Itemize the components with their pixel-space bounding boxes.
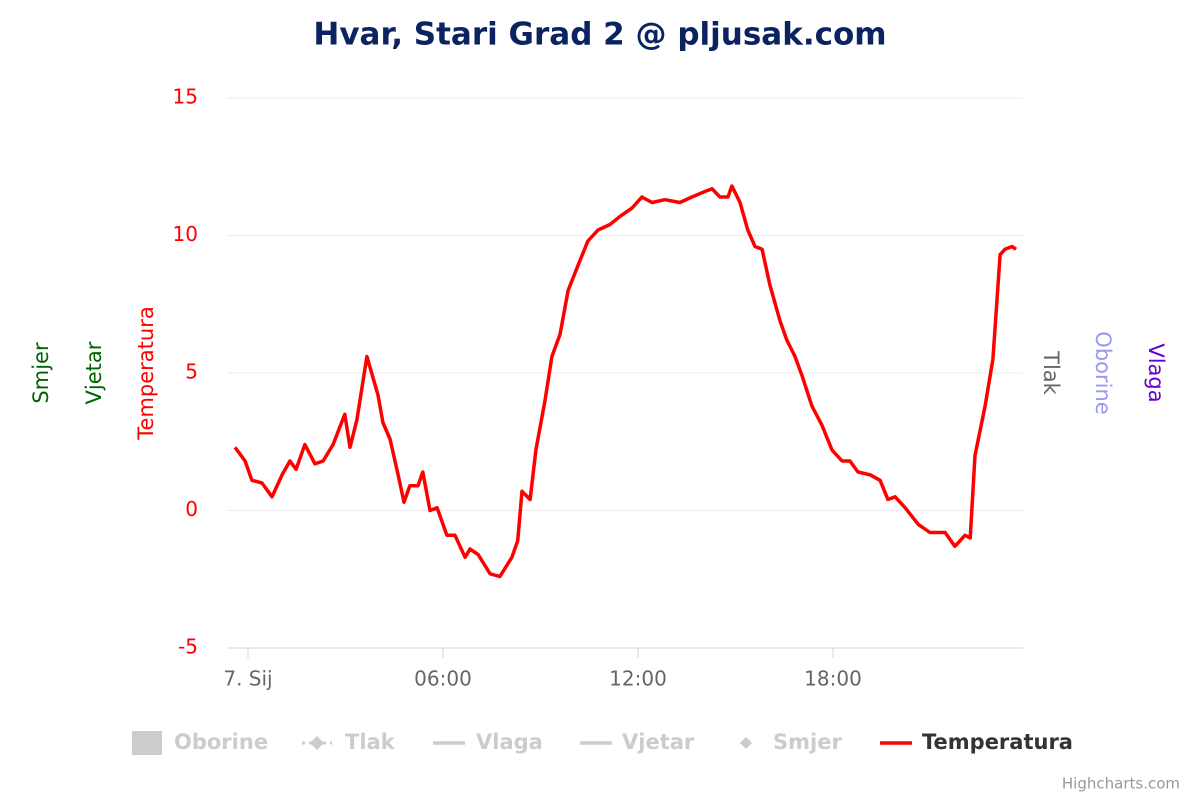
chart-title: Hvar, Stari Grad 2 @ pljusak.com: [313, 17, 886, 53]
legend-label[interactable]: Oborine: [174, 730, 268, 754]
y-tick-label: 5: [185, 360, 198, 384]
legend-symbol: [132, 731, 162, 755]
x-tick-label: 7. Sij: [223, 667, 272, 691]
y-tick-label: 15: [173, 85, 198, 109]
legend-symbol: [740, 737, 752, 749]
y-tick-label: -5: [178, 635, 198, 659]
y-tick-label: 0: [185, 497, 198, 521]
axis-title: Temperatura: [134, 306, 158, 440]
axis-title: Smjer: [29, 342, 53, 404]
legend-label[interactable]: Vjetar: [622, 730, 695, 754]
y-tick-label: 10: [173, 222, 198, 246]
x-tick-label: 06:00: [414, 667, 472, 691]
legend-label[interactable]: Vlaga: [476, 730, 543, 754]
legend-symbol: [310, 736, 324, 750]
axis-title: Tlak: [1039, 350, 1063, 396]
legend-label[interactable]: Tlak: [345, 730, 396, 754]
axis-title: Oborine: [1091, 331, 1115, 414]
axis-title: Vjetar: [82, 341, 106, 404]
line-series: [233, 184, 1018, 579]
legend-label[interactable]: Temperatura: [922, 730, 1073, 754]
x-tick-label: 18:00: [804, 667, 862, 691]
axis-title: Vlaga: [1144, 343, 1168, 402]
legend-label[interactable]: Smjer: [773, 730, 842, 754]
x-tick-label: 12:00: [609, 667, 667, 691]
credits[interactable]: Highcharts.com: [1062, 775, 1180, 793]
